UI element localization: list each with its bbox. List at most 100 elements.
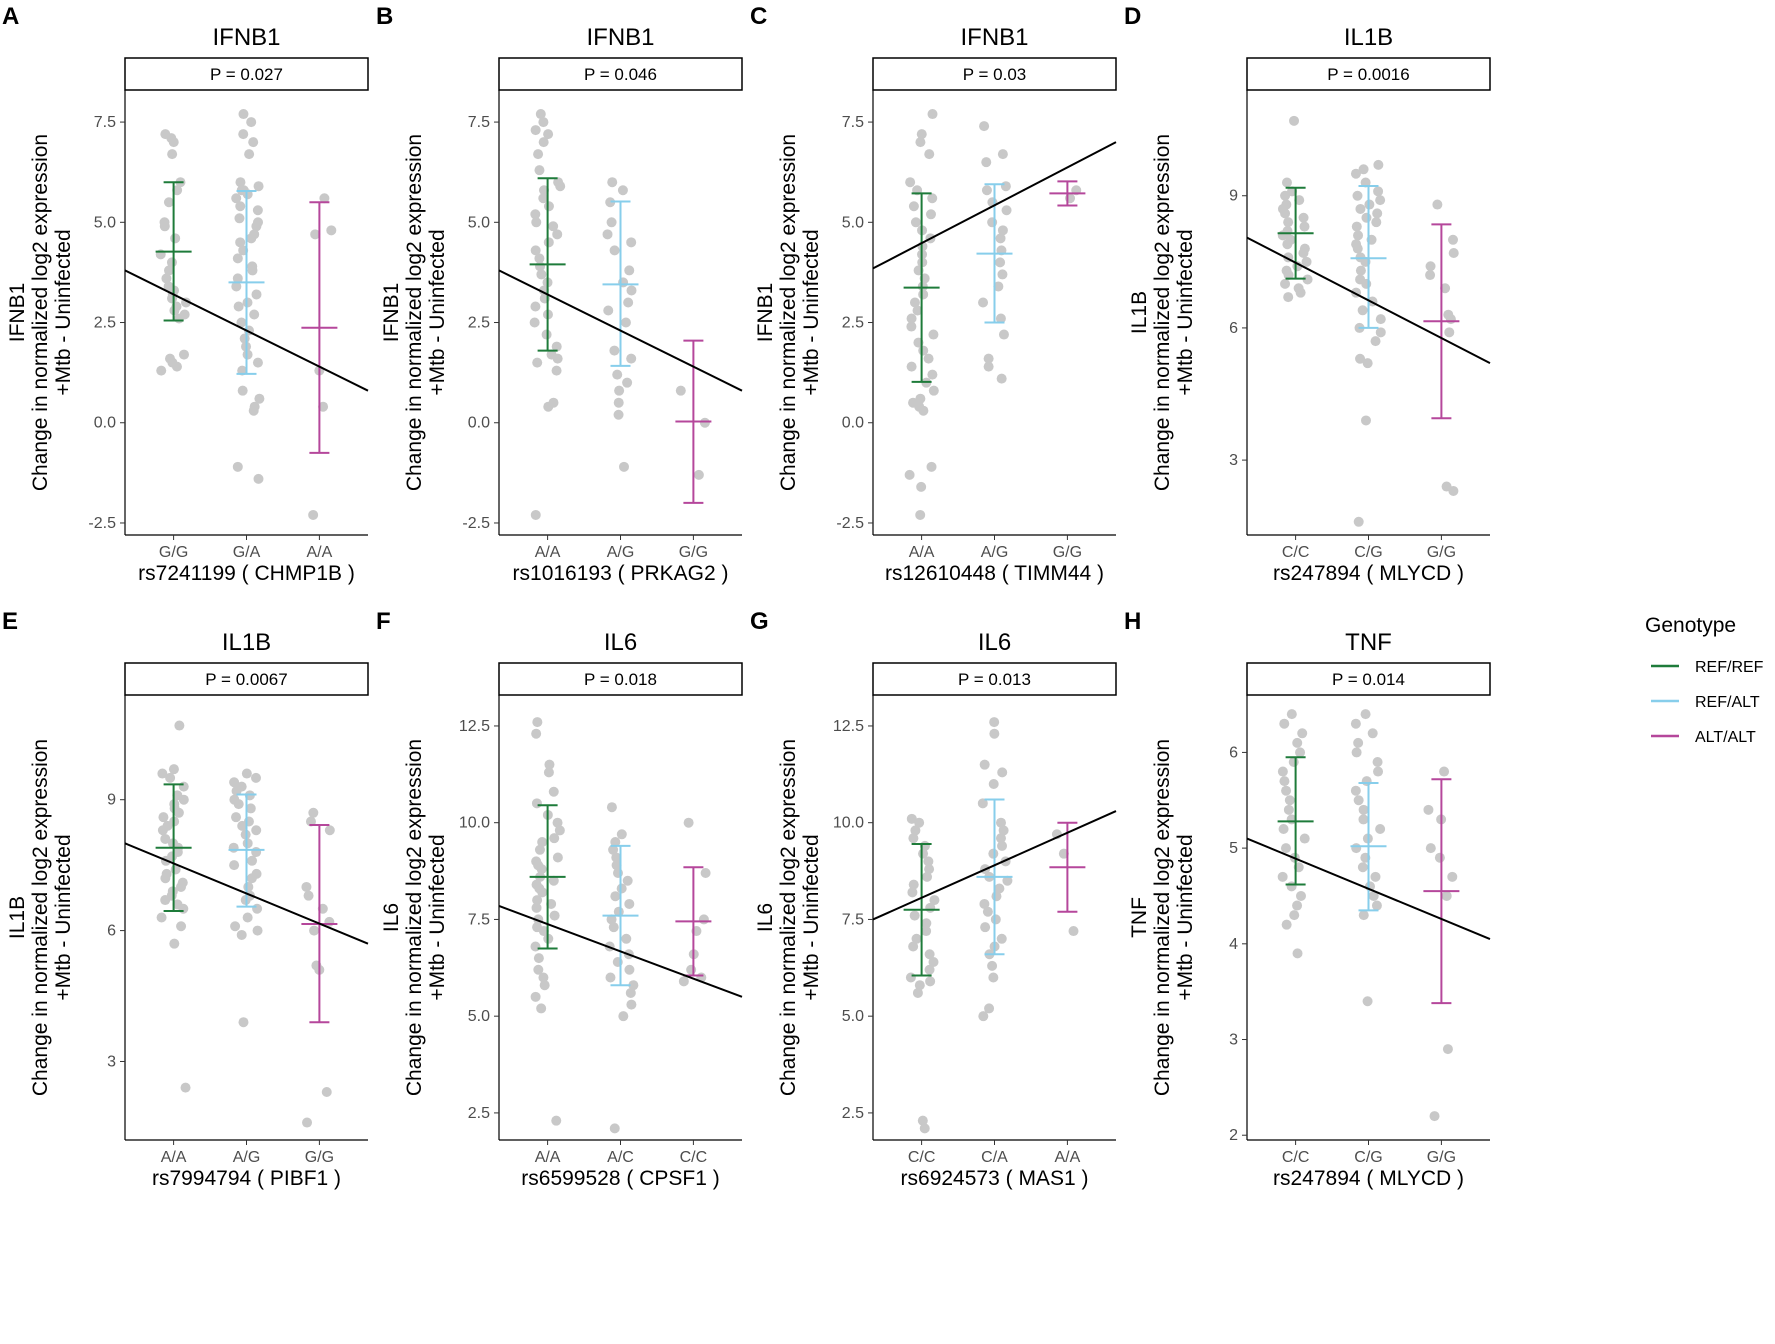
data-point: [161, 273, 172, 284]
data-point: [1423, 804, 1434, 815]
y-axis-title: +Mtb - Uninfected: [52, 834, 75, 1000]
regression-line: [1246, 837, 1491, 940]
data-point: [543, 201, 554, 212]
regression-line: [498, 904, 743, 998]
data-point: [1277, 766, 1288, 777]
data-point: [302, 1117, 313, 1128]
data-point: [924, 864, 935, 875]
data-point: [251, 847, 262, 858]
data-point: [618, 461, 629, 472]
data-point: [1361, 212, 1372, 223]
y-axis-title: Change in normalized log2 expression: [777, 739, 800, 1096]
data-point: [1361, 776, 1372, 787]
data-point: [915, 509, 926, 520]
data-point: [613, 409, 624, 420]
data-point: [238, 109, 249, 120]
panel-title: TNF: [1345, 629, 1392, 656]
data-point: [995, 833, 1006, 844]
x-tick-label: C/A: [981, 1149, 1008, 1166]
data-point: [1294, 195, 1305, 206]
data-point: [917, 281, 928, 292]
data-point: [236, 317, 247, 328]
data-point: [908, 879, 919, 890]
data-point: [989, 728, 1000, 739]
data-point: [237, 820, 248, 831]
data-point: [543, 401, 554, 412]
y-tick-label: 3: [107, 1053, 116, 1070]
data-point: [231, 193, 242, 204]
data-point: [991, 891, 1002, 902]
data-point: [228, 842, 239, 853]
data-point: [324, 825, 335, 836]
data-point: [905, 972, 916, 983]
data-point: [683, 817, 694, 828]
data-point: [548, 221, 559, 232]
data-point: [1281, 177, 1292, 188]
data-point: [326, 225, 337, 236]
data-point: [908, 941, 919, 952]
y-tick-label: 2.5: [842, 1105, 864, 1122]
data-point: [543, 767, 554, 778]
data-point: [1371, 900, 1382, 911]
data-point: [319, 193, 330, 204]
data-point: [548, 786, 559, 797]
data-point: [904, 469, 915, 480]
data-point: [235, 177, 246, 188]
data-point: [1283, 292, 1294, 303]
data-point: [1360, 709, 1371, 720]
data-point: [552, 852, 563, 863]
x-tick-label: G/G: [1427, 1149, 1456, 1166]
data-point: [178, 794, 189, 805]
data-point: [308, 509, 319, 520]
y-tick-label: 2.5: [94, 315, 116, 332]
y-tick-label: 3: [1229, 1032, 1238, 1049]
data-point: [908, 201, 919, 212]
y-axis-title: +Mtb - Uninfected: [1174, 229, 1197, 395]
regression-line: [872, 141, 1117, 270]
data-point: [918, 405, 929, 416]
data-point: [538, 185, 549, 196]
data-point: [979, 121, 990, 132]
data-point: [1298, 248, 1309, 259]
data-point: [628, 980, 639, 991]
data-point: [994, 883, 1005, 894]
data-point: [605, 972, 616, 983]
data-point: [1295, 890, 1306, 901]
data-point: [1280, 843, 1291, 854]
data-point: [231, 281, 242, 292]
data-point: [1282, 239, 1293, 250]
data-point: [1425, 261, 1436, 272]
data-point: [552, 229, 563, 240]
pvalue-label: P = 0.0016: [1327, 65, 1409, 84]
pvalue-strip: [1246, 662, 1491, 696]
data-point: [538, 117, 549, 128]
data-point: [1000, 181, 1011, 192]
data-point: [1361, 278, 1372, 289]
data-point: [979, 759, 990, 770]
data-point: [979, 898, 990, 909]
data-point: [915, 137, 926, 148]
panel-title: IL6: [604, 629, 637, 656]
x-tick-label: G/G: [159, 544, 188, 561]
data-point: [609, 1123, 620, 1134]
data-point: [617, 185, 628, 196]
data-point: [997, 225, 1008, 236]
data-point: [624, 265, 635, 276]
y-tick-label: 10.0: [459, 815, 490, 832]
data-point: [988, 848, 999, 859]
data-point: [1445, 314, 1456, 325]
data-point: [1297, 728, 1308, 739]
data-point: [236, 929, 247, 940]
data-point: [609, 245, 620, 256]
legend-label: REF/REF: [1695, 659, 1764, 676]
data-point: [981, 157, 992, 168]
data-point: [1289, 115, 1300, 126]
data-point: [168, 764, 179, 775]
data-point: [1279, 718, 1290, 729]
data-point: [1283, 217, 1294, 228]
data-point: [537, 837, 548, 848]
panel-a: A IFNB1 P = 0.027 -2.5 0.0 2.5 5.0 7.5 G/G G/A A/A…: [2, 3, 369, 585]
x-tick-label: A/G: [233, 1149, 261, 1166]
data-point: [917, 1115, 928, 1126]
